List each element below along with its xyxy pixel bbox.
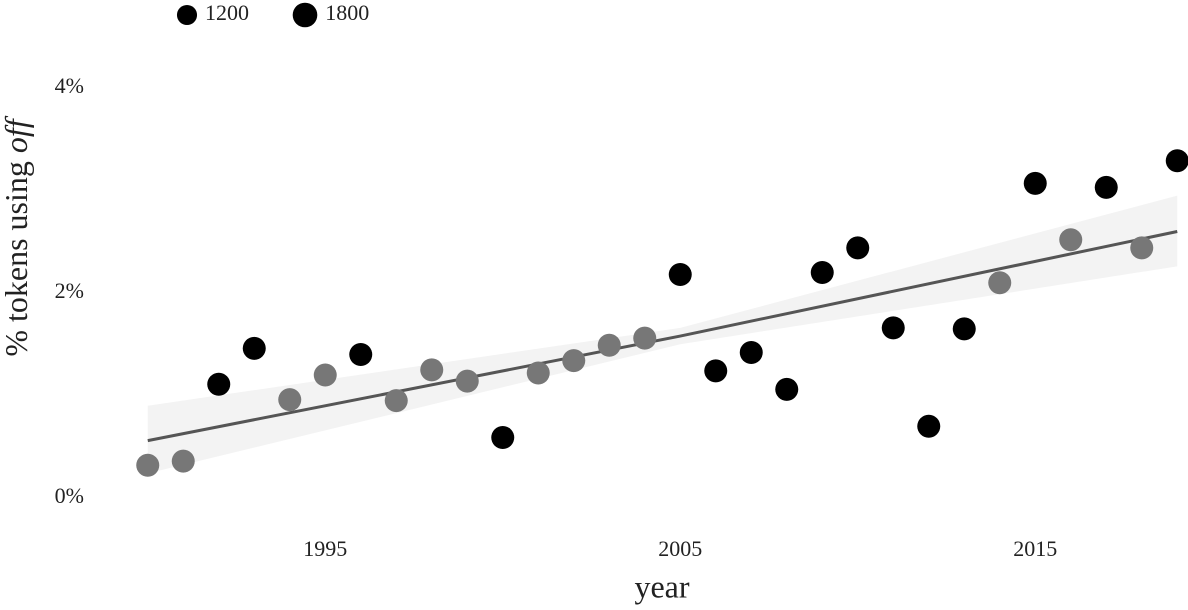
point — [562, 349, 586, 373]
point — [952, 317, 976, 341]
point — [739, 340, 763, 364]
legend-label: 1200 — [205, 0, 249, 25]
point — [1165, 149, 1188, 173]
point — [526, 361, 550, 385]
x-tick-label: 2005 — [658, 536, 702, 561]
y-tick-label: 0% — [55, 483, 84, 508]
legend-symbol — [292, 2, 318, 28]
legend-label: 1800 — [325, 0, 369, 25]
point — [1059, 228, 1083, 252]
x-tick-label: 1995 — [303, 536, 347, 561]
point — [597, 333, 621, 357]
point — [881, 316, 905, 340]
point — [1023, 171, 1047, 195]
y-tick-label: 4% — [55, 73, 84, 98]
point — [349, 343, 373, 366]
point — [846, 236, 870, 260]
point — [917, 414, 941, 438]
point — [420, 358, 444, 382]
x-axis-title: year — [634, 568, 689, 604]
point — [242, 336, 266, 360]
y-axis-title-text: % tokens using — [0, 161, 34, 357]
x-tick-label: 2015 — [1013, 536, 1057, 561]
point — [455, 369, 479, 393]
point — [384, 389, 408, 413]
point — [491, 426, 515, 450]
point — [207, 372, 231, 396]
y-axis-title: % tokens using off — [0, 115, 34, 356]
point — [136, 453, 160, 477]
trend-line — [147, 230, 1178, 443]
point — [704, 359, 728, 383]
point — [775, 377, 799, 401]
confidence-band — [147, 195, 1178, 474]
point — [1130, 236, 1154, 260]
point — [633, 326, 657, 350]
point — [171, 449, 195, 473]
point — [810, 261, 834, 284]
point — [668, 263, 692, 287]
point — [278, 388, 302, 412]
point — [313, 363, 337, 387]
point — [988, 271, 1012, 295]
legend-symbol — [176, 4, 198, 26]
point — [1094, 175, 1118, 199]
y-tick-label: 2% — [55, 278, 84, 303]
y-axis-title-emphasis: off — [0, 115, 34, 153]
